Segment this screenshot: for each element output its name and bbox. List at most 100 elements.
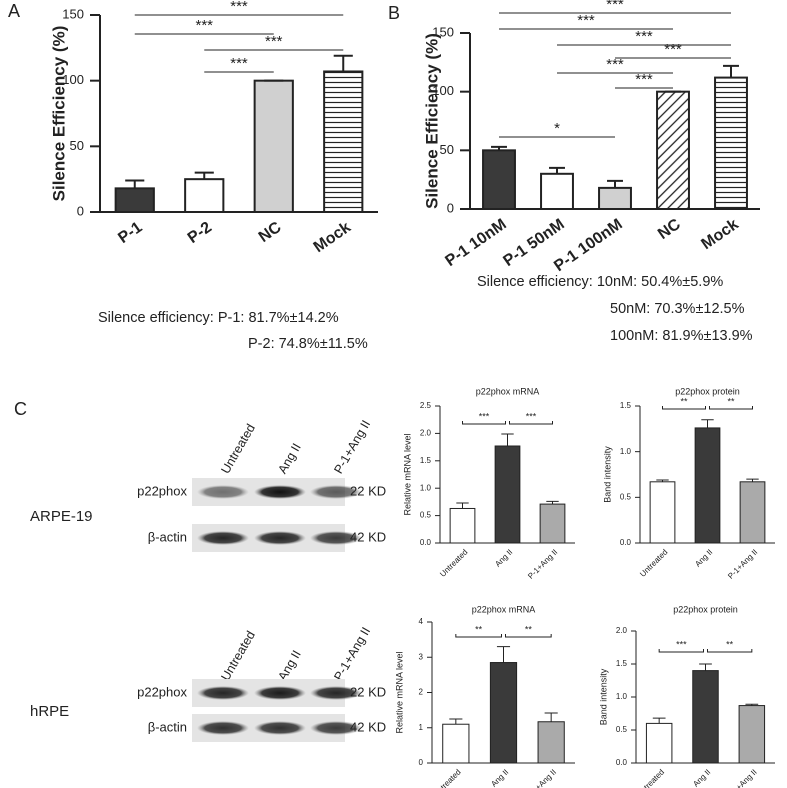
x-tick-label: Ang II [493,548,514,569]
x-tick-label: Untreated [635,768,666,788]
bar [694,427,721,544]
significance-label: ** [475,624,483,634]
error-bar [656,479,669,482]
x-tick-label: Untreated [438,548,469,579]
x-tick-label: Untreated [638,548,669,579]
y-tick-label: 1 [419,723,424,732]
lane-label: Ang II [275,441,303,476]
note: Silence efficiency: P-1: 81.7%±14.2% [98,310,339,326]
significance-label: *** [606,56,624,73]
error-bar [746,478,759,482]
bar [645,722,673,764]
significance-label: *** [195,17,213,34]
significance-bracket [707,649,753,653]
y-tick-label: 1.0 [420,483,432,492]
lane-label: P-1+Ang II [331,418,373,476]
y-tick-label: 2 [419,688,424,697]
y-tick-label: 1.0 [620,447,632,456]
bar [184,178,225,214]
blot-band [197,485,249,499]
blot-size-label: 22 KD [350,684,386,699]
y-tick-label: 50 [70,138,84,153]
significance-bracket [462,421,506,425]
significance-bracket [455,634,502,638]
y-tick-label: 50 [440,142,454,157]
blot-band [197,686,249,700]
error-bar [549,166,565,174]
significance-label: *** [230,55,248,72]
error-bar [501,433,514,447]
significance-label: *** [479,411,490,421]
chart-title: p22phox mRNA [476,386,540,396]
y-tick-label: 150 [62,6,84,21]
note: Silence efficiency: 10nM: 50.4%±5.9% [477,274,723,290]
x-tick-label: NC [256,219,285,246]
error-bar [546,500,559,505]
significance-label: *** [577,12,595,29]
x-tick-label: P-1 10nM [442,216,509,270]
chart-title: p22phox mRNA [472,604,536,614]
significance-label: *** [606,0,624,13]
y-axis-label: Silence Efficiency (%) [422,33,441,209]
blot-band [254,686,306,700]
y-tick-label: 0 [447,200,454,215]
blot-band [254,721,306,735]
x-tick-label: P-2 [185,219,215,247]
panel-label: C [14,399,27,419]
x-tick-label: Ang II [691,768,712,788]
y-tick-label: 0.0 [420,538,432,547]
y-tick-label: 100 [432,83,454,98]
y-tick-label: 1.5 [420,456,432,465]
y-tick-label: 0.5 [620,492,632,501]
error-bar [491,145,507,151]
y-tick-label: 2.0 [616,626,628,635]
error-bar [333,54,353,72]
y-tick-label: 1.0 [616,692,628,701]
blot-band [197,531,249,545]
bar [114,187,155,213]
blot-band [310,531,362,545]
lane-label: Untreated [218,422,258,477]
note: 50nM: 70.3%±12.5% [610,301,745,317]
bar [489,662,518,764]
bar [539,503,566,544]
error-bar [496,646,511,663]
cell-line-label: ARPE-19 [30,508,93,525]
significance-label: *** [635,71,653,88]
y-tick-label: 1.5 [616,659,628,668]
bar [449,507,476,544]
significance-label: *** [676,639,687,649]
y-tick-label: 0.0 [620,538,632,547]
significance-label: *** [664,41,682,58]
bar [598,186,632,211]
y-tick-label: 0.5 [420,511,432,520]
blot-row-label: p22phox [137,483,187,498]
significance-bracket [509,421,553,425]
x-tick-label: Ang II [489,768,510,788]
blot-band [197,721,249,735]
significance-bracket [709,406,753,410]
x-tick-label: Mock [311,219,354,256]
cell-line-label: hRPE [30,703,69,720]
error-bar [449,718,463,725]
x-tick-label: Mock [698,216,741,253]
chart-title: p22phox protein [673,604,738,614]
lane-label: P-1+Ang II [331,625,373,683]
error-bar [125,179,145,189]
blot-size-label: 22 KD [350,483,386,498]
bar [442,723,470,764]
x-tick-label: P-1 [115,219,145,247]
note: 100nM: 81.9%±13.9% [610,328,753,344]
y-tick-label: 0 [77,203,84,218]
x-tick-label: P-1+Ang II [525,768,558,788]
x-tick-label: Ang II [693,548,714,569]
blot-band [310,721,362,735]
error-bar [652,717,666,724]
y-tick-label: 2.5 [420,401,432,410]
panel-label: A [8,1,20,21]
significance-bracket [658,649,704,653]
blot-band [310,686,362,700]
y-tick-label: 150 [432,24,454,39]
bar [649,481,676,544]
x-tick-label: Untreated [432,768,463,788]
